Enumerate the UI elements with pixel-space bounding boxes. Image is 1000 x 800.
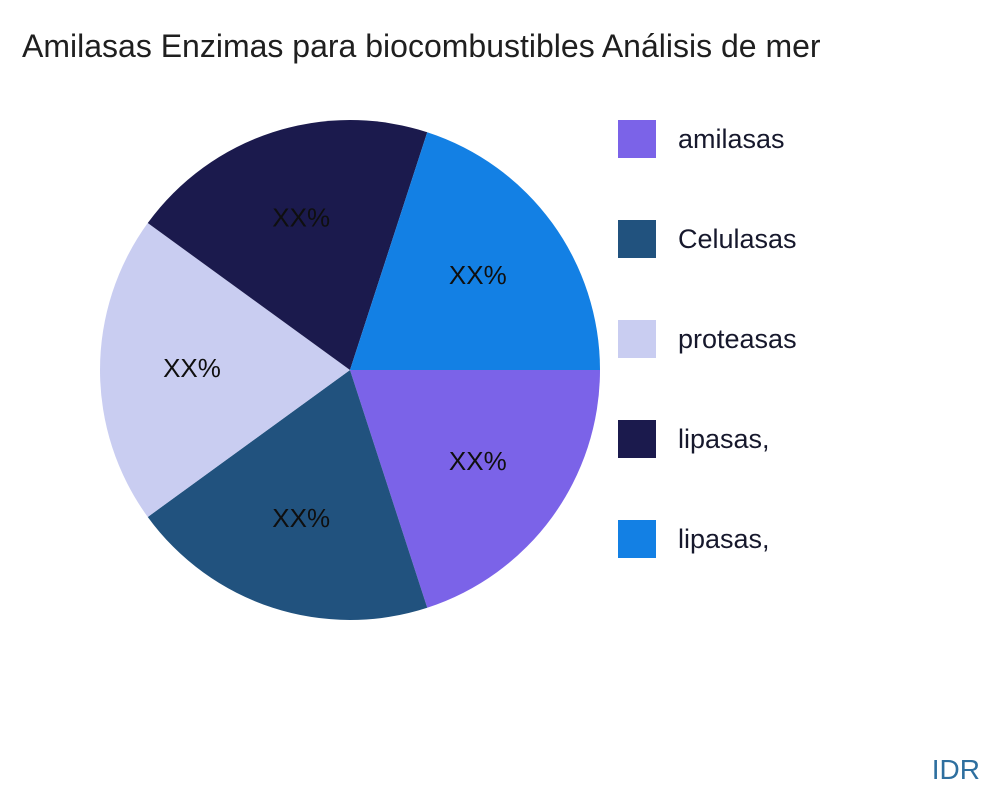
pie-slice-celulasas xyxy=(147,370,428,620)
pie-slice-lipasas xyxy=(147,120,428,371)
legend-swatch xyxy=(618,420,656,458)
pie-slice-value-label: XX% xyxy=(449,446,507,476)
legend-item-lipasas-dark: lipasas, xyxy=(618,418,797,460)
legend-item-proteasas: proteasas xyxy=(618,318,797,360)
pie-slice-proteasas xyxy=(100,223,351,517)
pie-chart-area: XX% XX% XX% XX% XX% xyxy=(100,120,600,620)
pie-slice-value-label: XX% xyxy=(449,260,507,290)
legend-label: lipasas, xyxy=(678,523,770,554)
pie-chart: XX% XX% XX% XX% XX% xyxy=(100,120,600,620)
pie-slice-value-label: XX% xyxy=(163,353,221,383)
legend: amilasas Celulasas proteasas lipasas, li… xyxy=(618,118,797,618)
legend-swatch xyxy=(618,520,656,558)
pie-slice-value-label: XX% xyxy=(272,503,330,533)
chart-title: Amilasas Enzimas para biocombustibles An… xyxy=(22,28,821,64)
watermark-text: IDR xyxy=(931,754,980,785)
legend-label: amilasas xyxy=(678,123,785,154)
legend-label: lipasas, xyxy=(678,423,770,454)
legend-swatch xyxy=(618,120,656,158)
legend-label: proteasas xyxy=(678,323,797,354)
legend-item-lipasas-blue: lipasas, xyxy=(618,518,797,560)
legend-item-celulasas: Celulasas xyxy=(618,218,797,260)
pie-slice-value-label: XX% xyxy=(272,203,330,233)
legend-item-amilasas: amilasas xyxy=(618,118,797,160)
legend-swatch xyxy=(618,220,656,258)
pie-slice-amilasas xyxy=(350,370,600,608)
pie-slice-lipasas xyxy=(350,132,600,370)
legend-label: Celulasas xyxy=(678,223,797,254)
legend-swatch xyxy=(618,320,656,358)
